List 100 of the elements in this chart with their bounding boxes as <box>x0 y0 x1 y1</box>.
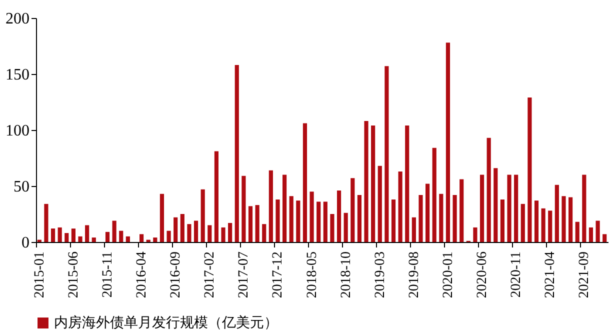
bar <box>221 227 226 242</box>
bar <box>534 200 539 242</box>
bar <box>228 222 232 242</box>
bar <box>268 170 273 242</box>
bar <box>520 204 525 242</box>
bar <box>92 238 96 242</box>
legend-label: 内房海外债单月发行规模（亿美元） <box>54 315 278 331</box>
bar <box>187 224 192 242</box>
bar <box>255 205 260 242</box>
bar <box>432 148 436 242</box>
bar <box>426 184 430 242</box>
x-tick-label: 2019-08 <box>406 252 422 298</box>
bar <box>439 194 444 242</box>
x-tick-label: 2017-12 <box>270 252 286 298</box>
x-tick-label: 2018-10 <box>338 252 354 298</box>
x-tick-label: 2021-04 <box>543 252 558 298</box>
bar <box>140 234 144 242</box>
y-tick-label: 100 <box>6 122 30 140</box>
x-tick-label: 2016-04 <box>134 252 150 298</box>
y-tick-label: 200 <box>6 10 30 28</box>
bar <box>105 232 110 242</box>
bar <box>371 126 376 242</box>
bar <box>160 194 164 242</box>
bar <box>242 176 246 242</box>
x-tick-label: 2015-06 <box>66 252 82 298</box>
bar <box>364 121 368 242</box>
bar <box>528 98 532 242</box>
bar <box>316 202 321 242</box>
bar <box>166 230 171 242</box>
bar <box>418 194 423 242</box>
bar <box>514 174 518 242</box>
y-tick-label: 0 <box>22 234 30 252</box>
bar <box>588 227 594 242</box>
bar <box>460 179 464 242</box>
x-tick-label: 2018-05 <box>304 252 320 298</box>
y-tick-label: 150 <box>6 66 30 84</box>
x-tick-label: 2020-01 <box>440 252 456 298</box>
bar <box>208 225 212 242</box>
bar <box>214 151 218 242</box>
bar <box>357 194 362 242</box>
bar <box>234 65 239 242</box>
bar <box>344 212 348 242</box>
bar <box>391 199 396 242</box>
bar <box>126 236 130 242</box>
bar <box>85 225 90 242</box>
bar <box>64 233 69 242</box>
bar <box>78 236 82 242</box>
bar <box>602 234 607 242</box>
bar <box>378 166 382 242</box>
x-tick-label: 2016-09 <box>168 252 184 298</box>
bar <box>50 228 56 242</box>
bar <box>58 227 62 242</box>
bar <box>302 123 308 242</box>
bar <box>480 174 484 242</box>
bar <box>44 204 48 242</box>
bar <box>336 190 342 242</box>
bar <box>452 194 457 242</box>
bar <box>310 192 314 242</box>
bar <box>446 42 450 242</box>
bar <box>296 200 300 242</box>
bar <box>194 220 198 242</box>
bar <box>248 206 253 242</box>
bar <box>541 208 546 242</box>
bar <box>500 199 504 242</box>
bar <box>596 220 600 242</box>
x-tick-label: 2021-09 <box>577 252 592 298</box>
bar <box>330 214 334 242</box>
bar <box>112 220 116 242</box>
x-tick-label: 2017-07 <box>236 252 252 298</box>
bar <box>398 171 402 242</box>
x-tick-label: 2015-11 <box>100 252 116 298</box>
bar <box>282 174 287 242</box>
bar <box>71 228 76 242</box>
x-tick-label: 2020-11 <box>509 252 524 298</box>
bar <box>568 197 573 242</box>
bar <box>473 227 478 242</box>
bar <box>582 174 586 242</box>
bar <box>276 199 280 242</box>
bar <box>180 214 184 242</box>
x-tick-label: 2017-02 <box>202 252 218 298</box>
x-tick-label: 2015-01 <box>32 252 48 298</box>
x-tick-label: 2019-03 <box>372 252 388 298</box>
bar <box>507 174 512 242</box>
bar <box>494 168 498 242</box>
bar <box>575 222 580 242</box>
bar <box>200 189 205 242</box>
bar <box>405 126 410 242</box>
bar <box>562 196 566 242</box>
bar <box>262 224 266 242</box>
bar <box>548 210 552 242</box>
bar <box>554 184 559 242</box>
bar <box>350 178 355 242</box>
bar <box>289 196 294 242</box>
bar <box>323 202 328 242</box>
bar <box>174 217 178 242</box>
bar <box>384 66 389 242</box>
y-tick-label: 50 <box>14 178 30 196</box>
bar <box>153 238 158 242</box>
bar <box>119 230 124 242</box>
x-tick-label: 2020-06 <box>475 252 490 298</box>
